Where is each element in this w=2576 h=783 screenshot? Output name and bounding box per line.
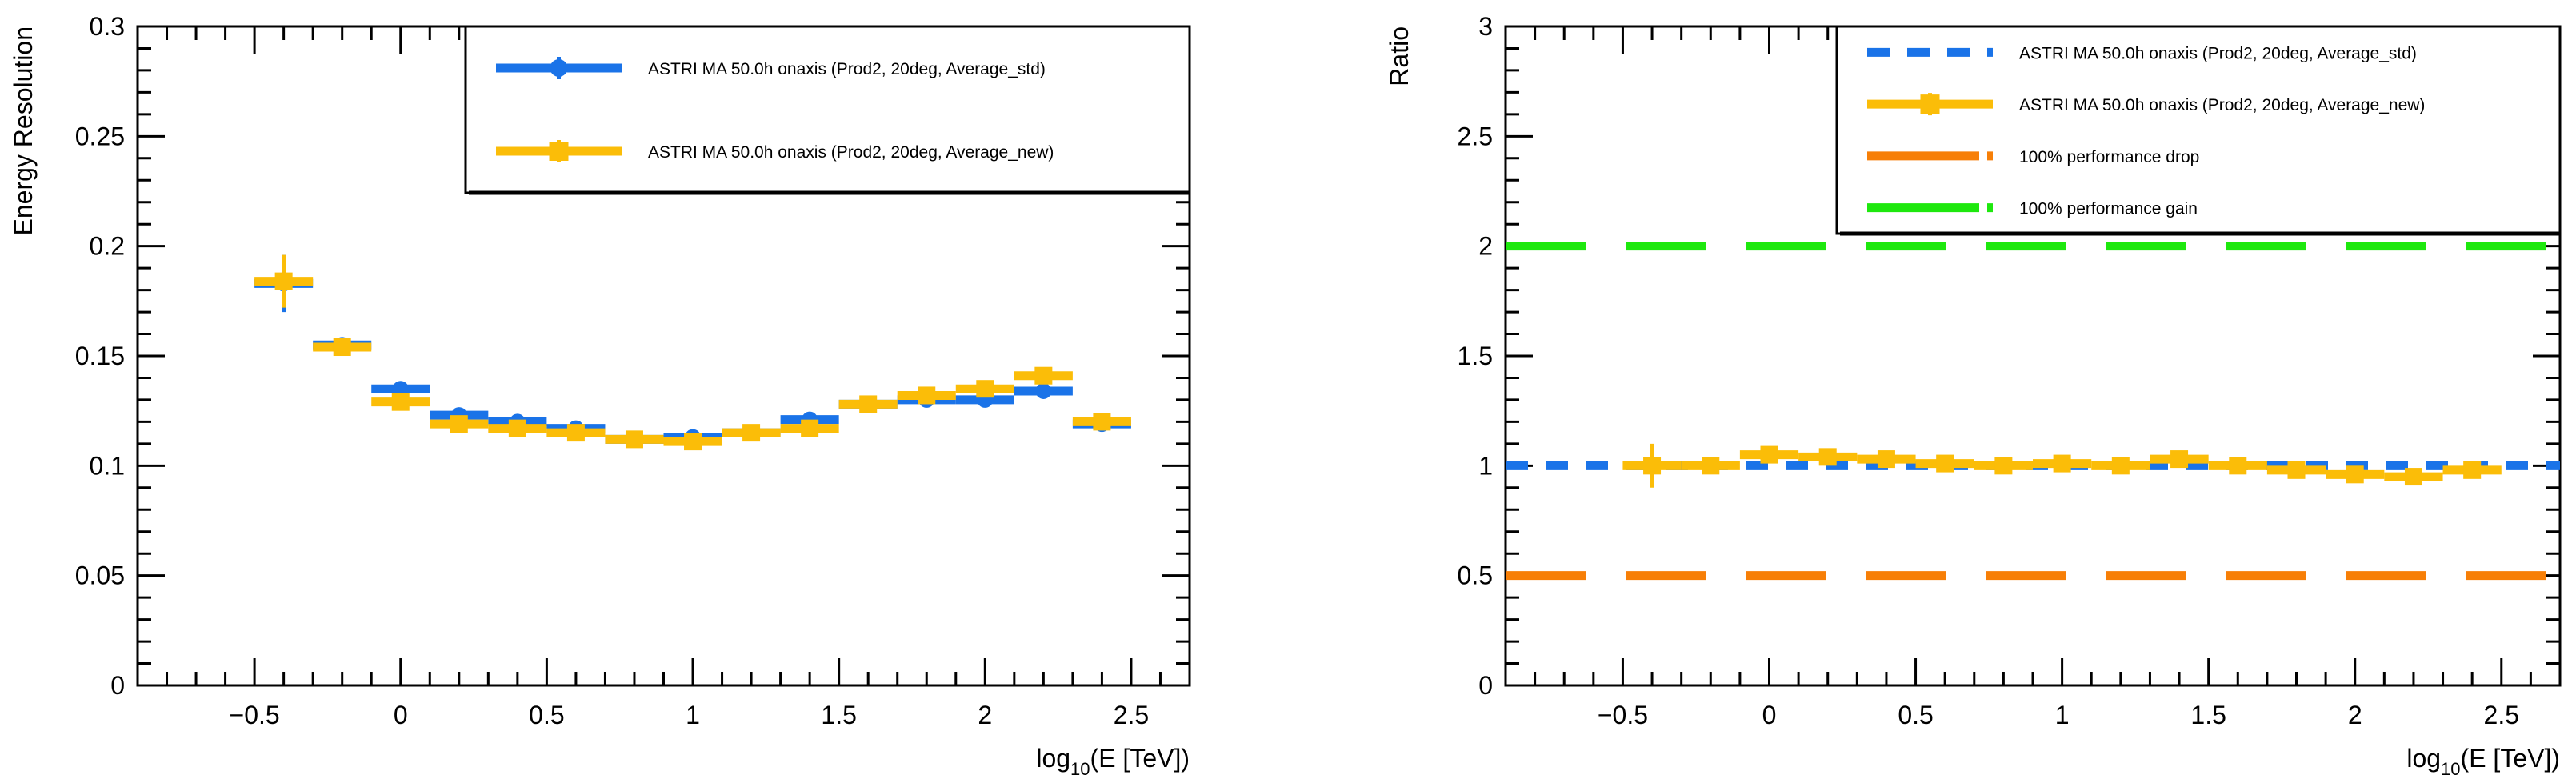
data-point — [2111, 457, 2130, 475]
data-point — [625, 430, 643, 449]
legend-box — [1835, 25, 2562, 235]
chart-panel-2: 0 0.5 1 1.5 2 2.5 3 −0.5 0 0.5 1 1.5 2 2.5 Ratio log10(… — [1385, 12, 2562, 779]
x-tick-label: 2 — [978, 701, 992, 729]
legend-label: ASTRI MA 50.0h onaxis (Prod2, 20deg, Ave… — [2019, 44, 2417, 62]
x-tick-label: 1.5 — [2190, 701, 2226, 729]
y-tick-label: 0.2 — [90, 232, 125, 261]
y-tick-label: 0.15 — [75, 342, 125, 370]
data-point — [1643, 457, 1662, 475]
y-tick-label: 0 — [1478, 671, 1493, 700]
y-tick-label: 0 — [110, 671, 125, 700]
x-tick-label: 1 — [2055, 701, 2070, 729]
x-axis-title: log10(E [TeV]) — [1036, 744, 1190, 779]
y-tick-label: 2 — [1478, 232, 1493, 261]
y-tick-label: 2.5 — [1458, 122, 1493, 150]
x-tick-label: 0.5 — [1898, 701, 1933, 729]
data-point — [918, 386, 936, 405]
legend-label: 100% performance gain — [2019, 200, 2198, 218]
x-tick-label: −0.5 — [230, 701, 280, 729]
data-point — [2463, 461, 2482, 479]
series-1 — [1622, 443, 2502, 488]
y-tick-label: 1.5 — [1458, 342, 1493, 370]
x-axis-title: log10(E [TeV]) — [2406, 744, 2560, 779]
data-point — [1994, 457, 2013, 475]
chart-panel-1: 0 0.05 0.1 0.15 0.2 0.25 0.3 −0.5 0 0.5 1 1.5 2 2.5 En… — [9, 12, 1191, 779]
legend-label: ASTRI MA 50.0h onaxis (Prod2, 20deg, Ave… — [648, 60, 1046, 78]
data-point — [1760, 445, 1778, 464]
data-point — [566, 424, 585, 442]
data-point — [392, 381, 409, 397]
data-point — [2170, 450, 2189, 469]
x-tick-label: 0.5 — [529, 701, 564, 729]
x-axis-title-sub: 10 — [2441, 759, 2460, 779]
data-point — [274, 272, 293, 290]
x-tick-label: 0 — [394, 701, 408, 729]
data-point — [1818, 448, 1837, 466]
data-point — [2287, 461, 2306, 479]
legend-marker — [550, 59, 568, 77]
data-point — [859, 395, 878, 413]
data-point — [2346, 465, 2364, 484]
data-point — [2229, 457, 2247, 475]
data-point — [1035, 382, 1052, 399]
data-point — [2404, 468, 2422, 486]
x-tick-label: 2.5 — [2484, 701, 2519, 729]
data-point — [976, 380, 994, 398]
x-tick-label: 1 — [686, 701, 700, 729]
x-tick-label: 1.5 — [821, 701, 856, 729]
legend-box — [464, 25, 1191, 194]
y-tick-label: 0.1 — [90, 451, 125, 480]
x-axis-title-rest: (E [TeV]) — [1090, 744, 1190, 773]
data-point — [1034, 366, 1053, 385]
y-tick-label: 3 — [1478, 12, 1493, 41]
legend: ASTRI MA 50.0h onaxis (Prod2, 20deg, Ave… — [1835, 25, 2562, 236]
legend-label: ASTRI MA 50.0h onaxis (Prod2, 20deg, Ave… — [2019, 96, 2425, 114]
y-tick-label: 1 — [1478, 451, 1493, 480]
legend-label: ASTRI MA 50.0h onaxis (Prod2, 20deg, Ave… — [648, 143, 1054, 162]
y-tick-label: 0.3 — [90, 12, 125, 41]
series-2 — [254, 254, 1131, 451]
x-tick-label: −0.5 — [1598, 701, 1648, 729]
data-point — [1702, 457, 1720, 475]
x-tick-label: 2 — [2348, 701, 2362, 729]
y-tick-label: 0.05 — [75, 561, 125, 590]
data-point — [742, 424, 761, 442]
data-point — [801, 419, 819, 437]
x-tick-label: 2.5 — [1114, 701, 1149, 729]
data-point — [391, 393, 410, 411]
data-point — [1093, 413, 1111, 431]
data-point — [684, 433, 702, 451]
x-axis-title-sub: 10 — [1070, 759, 1090, 779]
x-axis-title-rest: (E [TeV]) — [2461, 744, 2560, 773]
data-point — [333, 338, 351, 357]
legend-marker — [1920, 94, 1940, 114]
y-axis-title: Energy Resolution — [9, 26, 38, 235]
y-tick-label: 0.25 — [75, 122, 125, 150]
data-point — [1877, 450, 1895, 469]
series-1 — [254, 254, 1131, 448]
data-point — [450, 415, 468, 433]
data-point — [508, 419, 526, 437]
legend: ASTRI MA 50.0h onaxis (Prod2, 20deg, Ave… — [464, 25, 1191, 195]
legend-marker — [549, 142, 569, 161]
data-point — [2053, 454, 2071, 473]
y-axis-title: Ratio — [1385, 26, 1414, 86]
x-axis-title-base: log — [2406, 744, 2441, 773]
y-tick-label: 0.5 — [1458, 561, 1493, 590]
legend-label: 100% performance drop — [2019, 148, 2199, 166]
x-tick-label: 0 — [1762, 701, 1777, 729]
x-axis-title-base: log — [1036, 744, 1070, 773]
data-point — [1936, 454, 1954, 473]
